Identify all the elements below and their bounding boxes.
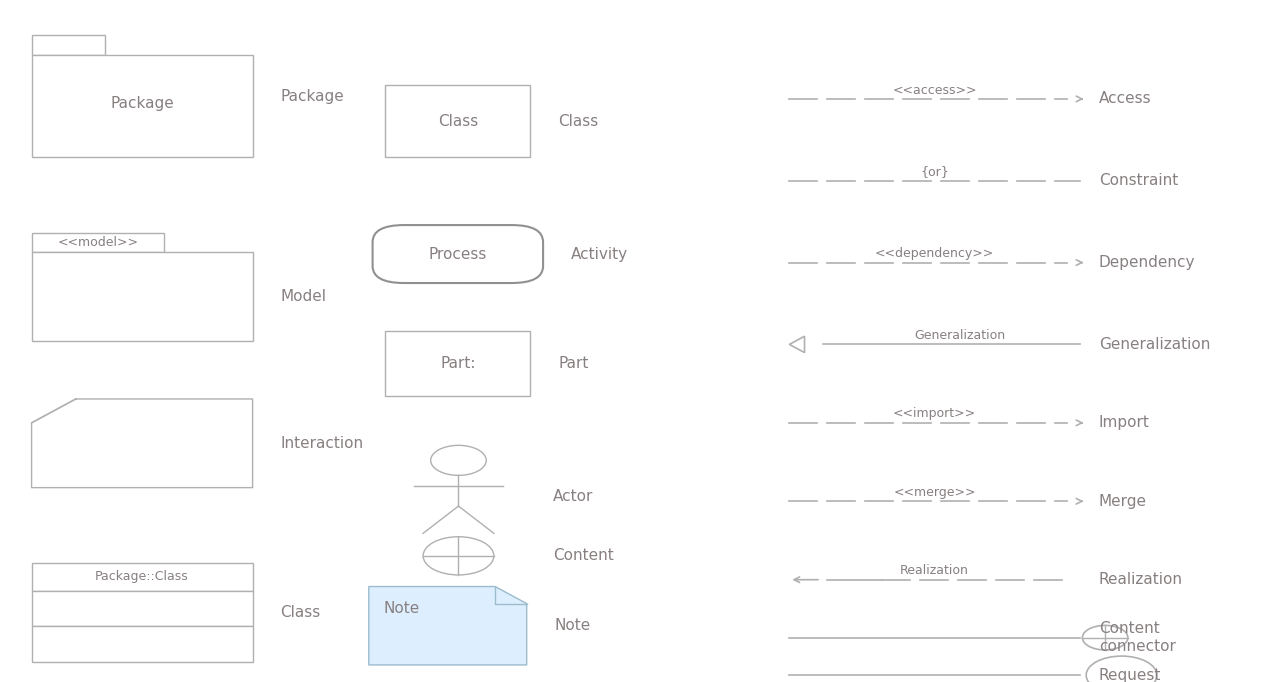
Bar <box>32 233 164 252</box>
Bar <box>385 85 530 157</box>
Text: Merge: Merge <box>1099 494 1147 509</box>
Text: Content: Content <box>553 548 614 563</box>
Bar <box>32 591 253 626</box>
Text: Realization: Realization <box>1099 572 1183 587</box>
Text: Package::Class: Package::Class <box>95 570 189 584</box>
FancyBboxPatch shape <box>373 225 543 283</box>
Text: Content
connector: Content connector <box>1099 621 1176 654</box>
Text: Model: Model <box>280 289 326 304</box>
Bar <box>32 252 253 341</box>
Text: Constraint: Constraint <box>1099 173 1178 188</box>
Polygon shape <box>369 587 527 665</box>
Text: Note: Note <box>554 619 591 633</box>
Text: Dependency: Dependency <box>1099 255 1195 270</box>
Text: Process: Process <box>428 247 488 261</box>
Text: Part:: Part: <box>440 356 476 370</box>
Text: Activity: Activity <box>571 247 628 261</box>
Text: Package: Package <box>110 96 174 111</box>
Text: Generalization: Generalization <box>914 329 1005 342</box>
Text: Note: Note <box>384 601 421 616</box>
Bar <box>385 331 530 396</box>
Polygon shape <box>789 336 805 353</box>
Text: <<dependency>>: <<dependency>> <box>875 247 994 261</box>
Text: Class: Class <box>438 114 477 128</box>
Bar <box>32 626 253 662</box>
Bar <box>32 563 253 591</box>
Text: Class: Class <box>280 605 321 619</box>
Text: <<model>>: <<model>> <box>57 236 139 250</box>
Text: <<merge>>: <<merge>> <box>893 486 976 499</box>
Text: Realization: Realization <box>901 564 969 578</box>
Text: {or}: {or} <box>921 165 949 179</box>
Text: Interaction: Interaction <box>280 436 364 451</box>
Text: Part: Part <box>558 356 589 370</box>
Text: Package: Package <box>280 89 344 104</box>
Bar <box>32 55 253 157</box>
Bar <box>32 35 105 55</box>
Text: <<import>>: <<import>> <box>893 407 976 421</box>
Text: Actor: Actor <box>553 490 594 504</box>
Text: Access: Access <box>1099 91 1152 106</box>
Text: <<access>>: <<access>> <box>893 83 976 97</box>
Circle shape <box>1086 656 1157 682</box>
Text: Class: Class <box>558 114 599 128</box>
Text: Generalization: Generalization <box>1099 337 1210 352</box>
Text: Import: Import <box>1099 415 1149 430</box>
Text: Request: Request <box>1099 668 1161 682</box>
